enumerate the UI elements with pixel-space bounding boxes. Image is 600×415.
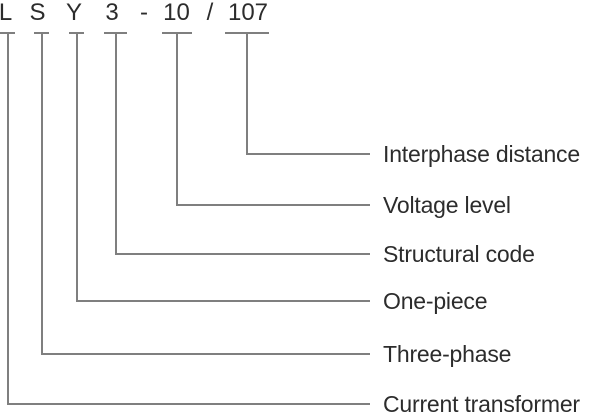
model-code-part: 10: [163, 0, 190, 26]
connector-hline: [175, 204, 370, 206]
connector-vline: [40, 32, 43, 355]
model-code-part: L: [0, 0, 13, 26]
model-code-separator-slash: /: [206, 0, 214, 26]
model-code-separator-dash: -: [140, 0, 148, 26]
connector-hline: [75, 300, 370, 302]
model-code-part: 3: [105, 0, 119, 26]
connector-vline: [6, 32, 9, 405]
legend-label: Three-phase: [383, 341, 512, 367]
legend-label: Interphase distance: [383, 141, 580, 167]
model-code-part: S: [29, 0, 46, 26]
legend-label: Structural code: [383, 241, 535, 267]
connector-hline: [40, 353, 370, 355]
connector-vline: [246, 32, 248, 155]
connector-vline: [114, 32, 117, 255]
connector-vline: [175, 32, 178, 206]
connector-hline: [246, 153, 370, 155]
connector-hline: [114, 253, 370, 255]
legend-label: Current transformer: [383, 391, 580, 415]
connector-vline: [75, 32, 78, 302]
legend-label: Voltage level: [383, 192, 511, 218]
model-code-part: 107: [227, 0, 269, 26]
model-code-part: Y: [65, 0, 83, 26]
legend-label: One-piece: [383, 288, 488, 314]
connector-hline: [6, 403, 370, 405]
